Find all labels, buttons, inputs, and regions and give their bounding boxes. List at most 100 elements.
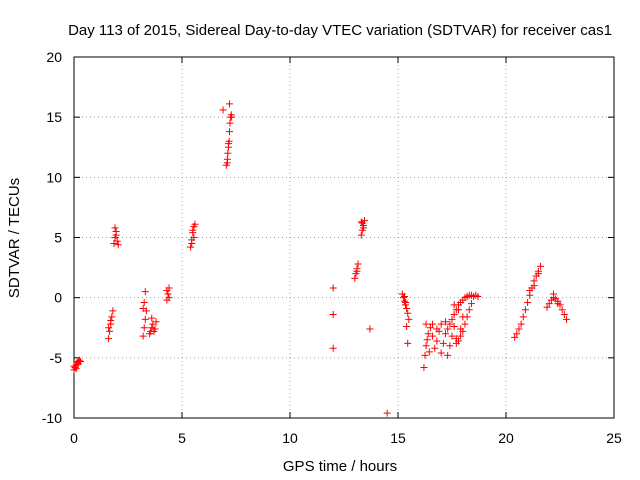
data-point <box>403 323 411 331</box>
data-point <box>467 300 475 308</box>
data-point <box>420 363 428 371</box>
y-tick-label: 5 <box>54 230 62 246</box>
data-point <box>359 224 367 232</box>
data-point <box>141 315 149 323</box>
data-point <box>474 292 482 300</box>
data-point <box>452 339 460 347</box>
data-point <box>437 349 445 357</box>
data-point <box>224 149 232 157</box>
data-point <box>164 290 172 298</box>
data-point <box>558 306 566 314</box>
data-point <box>357 218 365 226</box>
data-point <box>442 318 450 326</box>
data-point <box>433 337 441 345</box>
data-point <box>560 311 568 319</box>
data-point <box>402 298 410 306</box>
x-tick-label: 10 <box>282 430 298 446</box>
data-point <box>114 241 122 249</box>
data-point <box>405 315 413 323</box>
data-point <box>444 325 452 333</box>
data-point <box>423 336 431 344</box>
data-point <box>459 313 467 321</box>
x-tick-label: 0 <box>70 430 78 446</box>
data-point <box>543 303 551 311</box>
data-point <box>446 342 454 350</box>
data-point <box>106 327 114 335</box>
data-point <box>148 314 156 322</box>
data-point <box>329 311 337 319</box>
data-point <box>353 267 361 275</box>
data-point <box>446 320 454 328</box>
data-point <box>358 219 366 227</box>
data-point <box>429 332 437 340</box>
data-point <box>511 333 519 341</box>
y-tick-label: 20 <box>46 49 62 65</box>
data-point <box>76 357 84 365</box>
data-point <box>433 325 441 333</box>
data-point <box>399 294 407 302</box>
data-point <box>190 234 198 241</box>
y-tick-label: -10 <box>42 410 62 426</box>
data-point <box>141 288 149 296</box>
x-tick-label: 20 <box>498 430 514 446</box>
data-series <box>70 100 570 417</box>
y-tick-label: 10 <box>46 169 62 185</box>
data-point <box>191 220 199 228</box>
data-point <box>429 320 437 328</box>
data-point <box>404 309 412 317</box>
data-point <box>105 335 113 343</box>
data-point <box>448 332 456 340</box>
data-point <box>224 140 232 148</box>
data-point <box>228 113 236 121</box>
data-point <box>151 325 159 333</box>
data-point <box>537 262 545 270</box>
x-tick-label: 5 <box>178 430 186 446</box>
data-point <box>403 304 411 312</box>
data-point <box>521 306 529 314</box>
data-point <box>105 324 113 332</box>
data-point <box>140 324 148 332</box>
data-point <box>426 324 434 332</box>
y-tick-label: 15 <box>46 109 62 125</box>
data-point <box>226 100 234 108</box>
data-point <box>450 323 458 331</box>
data-point <box>354 260 362 268</box>
data-point <box>148 324 156 332</box>
data-point <box>457 325 465 333</box>
data-point <box>431 344 439 352</box>
y-axis-label: SDTVAR / TECUs <box>6 178 23 298</box>
data-point <box>562 315 570 323</box>
data-point <box>454 306 462 314</box>
data-point <box>424 330 432 338</box>
y-tick-label: -5 <box>50 350 63 366</box>
data-point <box>329 284 337 292</box>
grid <box>74 57 614 418</box>
data-point <box>545 300 553 308</box>
data-point <box>366 325 374 333</box>
data-point <box>165 294 173 302</box>
data-point <box>444 351 452 359</box>
data-point <box>422 320 430 328</box>
data-point <box>422 342 430 350</box>
data-point <box>400 292 408 300</box>
data-point <box>425 348 433 356</box>
data-point <box>404 339 412 347</box>
data-point <box>109 307 117 315</box>
data-point <box>219 106 227 114</box>
data-point <box>329 344 337 352</box>
data-point <box>189 226 197 234</box>
data-point <box>526 286 534 294</box>
data-point <box>513 330 521 338</box>
data-point <box>139 332 147 340</box>
data-point <box>152 318 160 326</box>
data-point <box>139 304 147 312</box>
x-tick-label: 15 <box>390 430 406 446</box>
data-point <box>448 315 456 323</box>
data-point <box>140 298 148 306</box>
data-point <box>550 290 558 298</box>
data-point <box>187 243 195 251</box>
data-point <box>442 330 450 338</box>
data-point <box>517 320 525 328</box>
data-point <box>226 119 234 127</box>
x-axis-label: GPS time / hours <box>283 458 397 475</box>
